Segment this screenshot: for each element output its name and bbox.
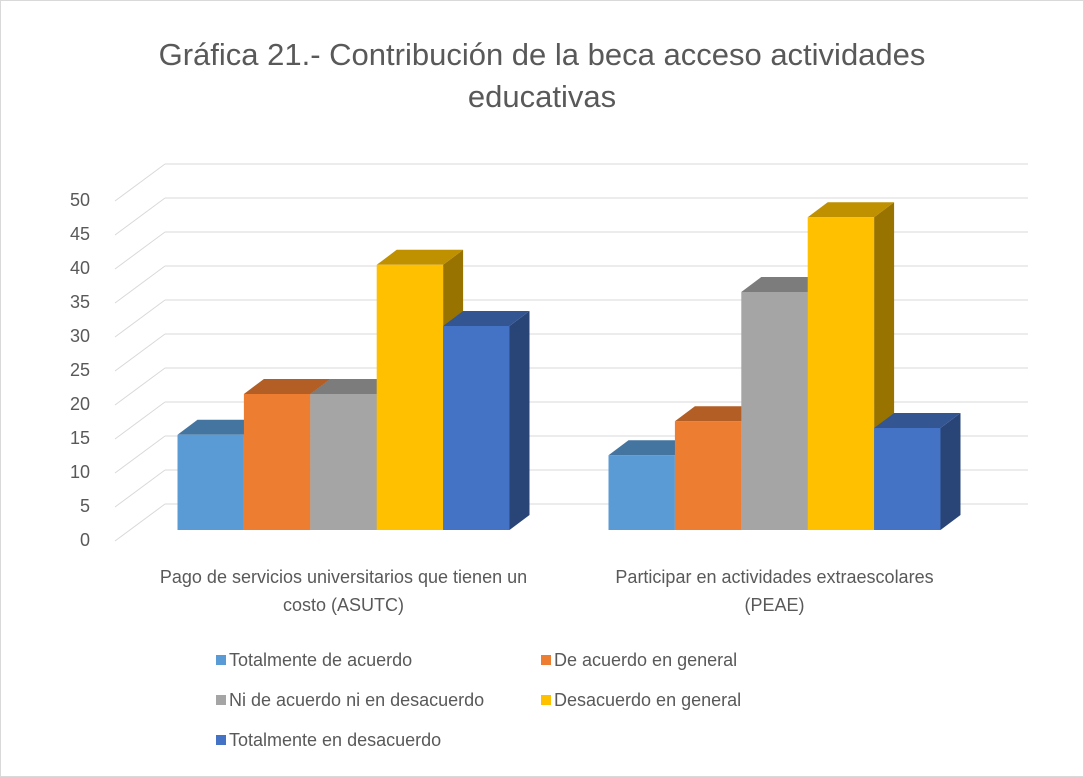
grid-line <box>114 435 166 474</box>
y-tick-label: 20 <box>70 394 90 414</box>
bar-top <box>443 311 530 326</box>
chart-title: Gráfica 21.- Contribución de la beca acc… <box>158 37 926 114</box>
legend-label: Totalmente de acuerdo <box>229 650 412 670</box>
legend-label: De acuerdo en general <box>554 650 737 670</box>
bar-top <box>310 379 397 394</box>
legend-label: Totalmente en desacuerdo <box>229 730 441 750</box>
legend-swatch <box>541 695 551 705</box>
bar <box>608 455 675 530</box>
bar-top <box>608 440 695 456</box>
bar <box>376 264 444 530</box>
bar <box>874 428 941 530</box>
bar <box>443 326 510 530</box>
grid-line <box>114 299 166 338</box>
bar <box>177 434 244 530</box>
y-tick-label: 5 <box>80 496 90 516</box>
legend-label: Ni de acuerdo ni en desacuerdo <box>229 690 484 710</box>
legend-swatch <box>541 655 551 665</box>
grid-line <box>114 469 166 508</box>
bar-side <box>509 311 530 530</box>
bar <box>243 394 311 530</box>
grid-line <box>114 231 166 270</box>
x-tick-label: Pago de servicios universitarios que tie… <box>159 567 528 615</box>
bar-top <box>177 419 264 435</box>
y-tick-label: 50 <box>70 190 90 210</box>
grid-line <box>114 197 166 236</box>
grid-line <box>114 401 166 440</box>
y-tick-label: 40 <box>70 258 90 278</box>
bar <box>807 217 875 530</box>
grid-line <box>114 503 166 542</box>
legend-swatch <box>216 735 226 745</box>
y-tick-label: 35 <box>70 292 90 312</box>
bar-side <box>940 413 961 530</box>
y-tick-label: 25 <box>70 360 90 380</box>
bar-top <box>741 277 828 292</box>
bar <box>741 292 808 530</box>
legend-swatch <box>216 695 226 705</box>
y-tick-label: 15 <box>70 428 90 448</box>
grid-line <box>114 163 166 202</box>
y-tick-label: 10 <box>70 462 90 482</box>
bar <box>310 394 377 530</box>
legend-swatch <box>216 655 226 665</box>
legend-label: Desacuerdo en general <box>554 690 741 710</box>
y-tick-label: 0 <box>80 530 90 550</box>
bar-top <box>376 249 464 265</box>
y-tick-label: 45 <box>70 224 90 244</box>
bar-top <box>243 379 331 394</box>
grid-line <box>114 265 166 304</box>
x-tick-label: Participar en actividades extraescolares… <box>615 567 934 615</box>
grid-line <box>114 367 166 406</box>
bar-top <box>807 202 895 218</box>
bar <box>674 421 742 530</box>
bar-top <box>674 406 762 422</box>
bar-top <box>874 413 961 428</box>
y-tick-label: 30 <box>70 326 90 346</box>
grid-line <box>114 333 166 372</box>
